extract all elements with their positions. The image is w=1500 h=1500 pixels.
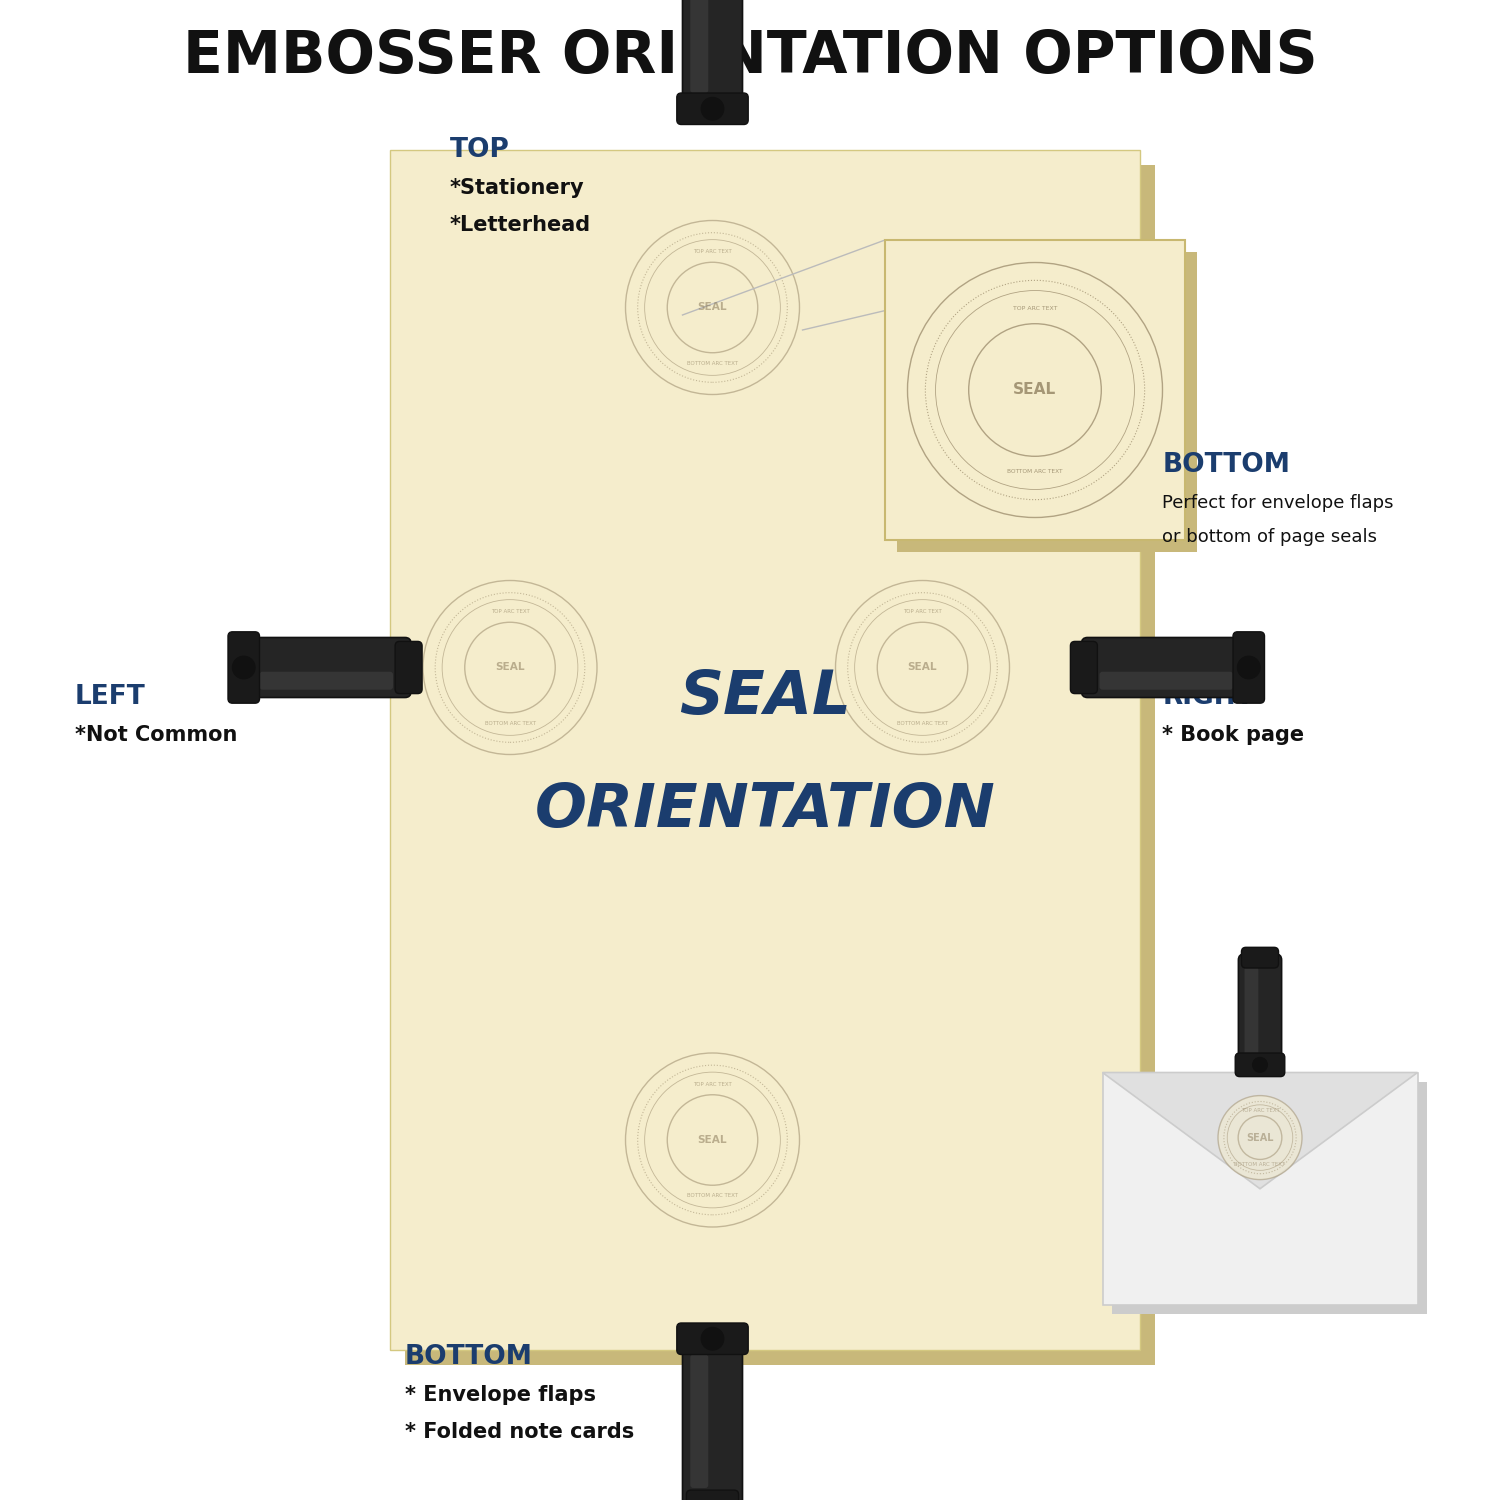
FancyBboxPatch shape	[405, 165, 1155, 1365]
FancyBboxPatch shape	[1233, 632, 1264, 704]
Circle shape	[700, 98, 723, 120]
Text: BOTTOM ARC TEXT: BOTTOM ARC TEXT	[484, 720, 536, 726]
FancyBboxPatch shape	[676, 1323, 748, 1354]
Circle shape	[836, 580, 1010, 754]
Text: SEAL: SEAL	[698, 303, 728, 312]
FancyBboxPatch shape	[676, 93, 748, 124]
FancyBboxPatch shape	[394, 642, 422, 693]
Text: EMBOSSER ORIENTATION OPTIONS: EMBOSSER ORIENTATION OPTIONS	[183, 28, 1317, 86]
Text: LEFT: LEFT	[75, 684, 146, 711]
Text: BOTTOM: BOTTOM	[1162, 452, 1290, 478]
Text: SEAL: SEAL	[680, 668, 850, 728]
FancyBboxPatch shape	[1102, 1072, 1418, 1305]
Text: BOTTOM ARC TEXT: BOTTOM ARC TEXT	[897, 720, 948, 726]
Text: BOTTOM ARC TEXT: BOTTOM ARC TEXT	[1234, 1162, 1286, 1167]
Text: * Folded note cards: * Folded note cards	[405, 1422, 634, 1443]
FancyBboxPatch shape	[690, 1354, 708, 1488]
Text: RIGHT: RIGHT	[1162, 684, 1254, 711]
Text: BOTTOM: BOTTOM	[405, 1344, 532, 1371]
Text: TOP ARC TEXT: TOP ARC TEXT	[693, 249, 732, 255]
Text: TOP ARC TEXT: TOP ARC TEXT	[693, 1082, 732, 1088]
Text: *Letterhead: *Letterhead	[450, 214, 591, 236]
Text: *Not Common: *Not Common	[75, 724, 237, 746]
FancyBboxPatch shape	[682, 1344, 742, 1500]
Text: * Book page: * Book page	[1162, 724, 1305, 746]
FancyBboxPatch shape	[249, 638, 411, 698]
Circle shape	[1218, 1095, 1302, 1179]
Text: SEAL: SEAL	[908, 663, 938, 672]
Circle shape	[1238, 656, 1260, 678]
FancyBboxPatch shape	[228, 632, 260, 704]
FancyBboxPatch shape	[885, 240, 1185, 540]
FancyBboxPatch shape	[1234, 1053, 1286, 1077]
FancyBboxPatch shape	[690, 0, 708, 93]
Text: BOTTOM ARC TEXT: BOTTOM ARC TEXT	[1008, 470, 1062, 474]
Text: *Stationery: *Stationery	[450, 177, 585, 198]
Text: BOTTOM ARC TEXT: BOTTOM ARC TEXT	[687, 1192, 738, 1198]
Text: or bottom of page seals: or bottom of page seals	[1162, 528, 1377, 546]
Circle shape	[626, 220, 800, 394]
Text: BOTTOM ARC TEXT: BOTTOM ARC TEXT	[687, 360, 738, 366]
Text: Perfect for envelope flaps: Perfect for envelope flaps	[1162, 494, 1394, 512]
Circle shape	[908, 262, 1162, 518]
Circle shape	[626, 1053, 800, 1227]
Text: SEAL: SEAL	[1246, 1132, 1274, 1143]
Circle shape	[700, 1328, 723, 1350]
FancyBboxPatch shape	[260, 672, 393, 690]
Text: ORIENTATION: ORIENTATION	[534, 780, 996, 840]
Text: SEAL: SEAL	[698, 1136, 728, 1144]
FancyBboxPatch shape	[682, 0, 742, 104]
FancyBboxPatch shape	[897, 252, 1197, 552]
FancyBboxPatch shape	[390, 150, 1140, 1350]
FancyBboxPatch shape	[1242, 948, 1278, 968]
Text: SEAL: SEAL	[495, 663, 525, 672]
Circle shape	[1252, 1058, 1268, 1072]
Text: TOP: TOP	[450, 136, 510, 164]
Circle shape	[423, 580, 597, 754]
FancyBboxPatch shape	[1245, 968, 1258, 1056]
FancyBboxPatch shape	[1100, 672, 1233, 690]
Text: TOP ARC TEXT: TOP ARC TEXT	[490, 609, 530, 615]
Text: TOP ARC TEXT: TOP ARC TEXT	[903, 609, 942, 615]
Text: SEAL: SEAL	[1014, 382, 1056, 398]
FancyBboxPatch shape	[1071, 642, 1098, 693]
Text: TOP ARC TEXT: TOP ARC TEXT	[1013, 306, 1058, 310]
FancyBboxPatch shape	[1082, 638, 1244, 698]
FancyBboxPatch shape	[687, 1490, 738, 1500]
FancyBboxPatch shape	[1239, 954, 1281, 1064]
Text: TOP ARC TEXT: TOP ARC TEXT	[1240, 1108, 1280, 1113]
Text: * Envelope flaps: * Envelope flaps	[405, 1384, 596, 1406]
Polygon shape	[1102, 1072, 1418, 1188]
Circle shape	[232, 656, 255, 678]
FancyBboxPatch shape	[1112, 1082, 1426, 1314]
